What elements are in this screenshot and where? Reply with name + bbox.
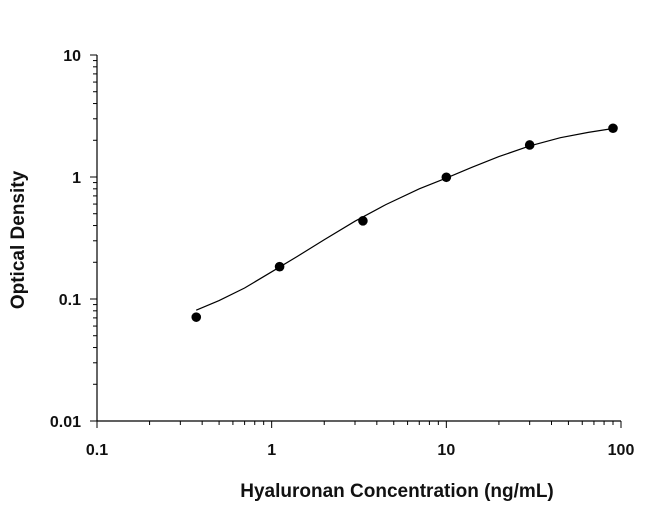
data-point bbox=[358, 216, 368, 226]
x-tick-label: 0.1 bbox=[86, 442, 108, 459]
data-point bbox=[191, 312, 202, 322]
fit-curve bbox=[195, 127, 614, 311]
y-tick-label: 1 bbox=[72, 170, 81, 187]
y-tick-label: 10 bbox=[63, 48, 81, 65]
y-tick-label: 0.01 bbox=[50, 414, 81, 431]
y-axis-title: Optical Density bbox=[8, 170, 29, 309]
data-point bbox=[441, 172, 452, 183]
data-point bbox=[524, 140, 535, 150]
x-tick-label: 1 bbox=[267, 442, 276, 459]
axes bbox=[96, 55, 621, 422]
ticks bbox=[90, 54, 622, 428]
data-point bbox=[608, 123, 618, 134]
x-axis-title: Hyaluronan Concentration (ng/mL) bbox=[240, 481, 554, 502]
tick-labels: 0.1 1 10 100 0.01 0.1 1 10 bbox=[50, 48, 635, 459]
data-point bbox=[274, 261, 285, 272]
data-points bbox=[191, 123, 618, 322]
x-tick-label: 10 bbox=[437, 442, 455, 459]
y-tick-label: 0.1 bbox=[59, 292, 81, 309]
x-tick-label: 100 bbox=[608, 442, 635, 459]
